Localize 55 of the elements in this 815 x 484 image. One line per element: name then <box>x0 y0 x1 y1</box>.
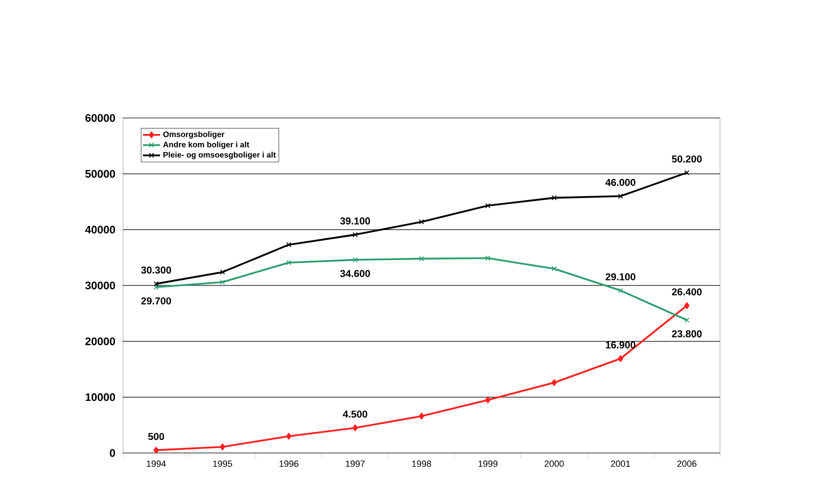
data-label: 4.500 <box>342 410 368 418</box>
x-tick-label: 2001 <box>610 460 630 467</box>
x-tick-label: 1997 <box>346 460 365 467</box>
point <box>220 270 226 275</box>
data-label: 46.000 <box>605 178 636 186</box>
data-label: 50.200 <box>672 155 702 162</box>
point <box>684 302 690 310</box>
data-label: 39.100 <box>340 217 370 224</box>
point <box>286 432 292 440</box>
x-tick-label: 1994 <box>146 460 166 467</box>
point <box>618 355 624 362</box>
point <box>220 443 226 450</box>
data-label: 34.600 <box>340 270 370 278</box>
x-tick-label: 1996 <box>280 460 298 467</box>
data-label: 500 <box>148 432 164 440</box>
x-tick-label: 2000 <box>544 460 564 467</box>
data-label: 29.100 <box>606 273 636 280</box>
x-tick-label: 1998 <box>412 460 432 467</box>
point <box>485 203 490 208</box>
y-tick-label: 50000 <box>85 170 116 178</box>
y-tick-label: 40000 <box>85 226 116 234</box>
x-tick-label: 1995 <box>213 460 232 467</box>
point <box>352 424 358 432</box>
point <box>485 256 490 261</box>
point <box>154 281 159 286</box>
data-label: 30.300 <box>141 266 172 274</box>
point <box>618 288 624 294</box>
point <box>286 260 292 266</box>
point <box>485 396 491 404</box>
point <box>552 195 557 200</box>
point <box>220 280 226 285</box>
point <box>154 284 159 290</box>
point <box>352 257 358 262</box>
point <box>418 412 424 420</box>
data-label: 29.700 <box>141 297 172 304</box>
y-tick-label: 10000 <box>86 393 116 402</box>
y-tick-label: 60000 <box>85 114 116 122</box>
y-tick-label: 30000 <box>85 282 116 290</box>
point <box>153 446 159 454</box>
point <box>684 170 690 176</box>
point <box>418 256 424 262</box>
data-label: 23.800 <box>672 330 702 338</box>
data-label: 26.400 <box>672 288 702 296</box>
y-tick-label: 0 <box>110 449 116 457</box>
point <box>352 232 358 238</box>
data-label: 16.900 <box>606 341 636 348</box>
point <box>618 194 624 199</box>
point <box>286 242 292 248</box>
point <box>684 318 690 323</box>
point <box>552 266 557 272</box>
point <box>551 379 557 386</box>
x-tick-label: 2006 <box>677 460 696 467</box>
point <box>418 219 424 224</box>
y-tick-label: 20000 <box>85 337 116 346</box>
x-tick-label: 1999 <box>478 460 498 467</box>
